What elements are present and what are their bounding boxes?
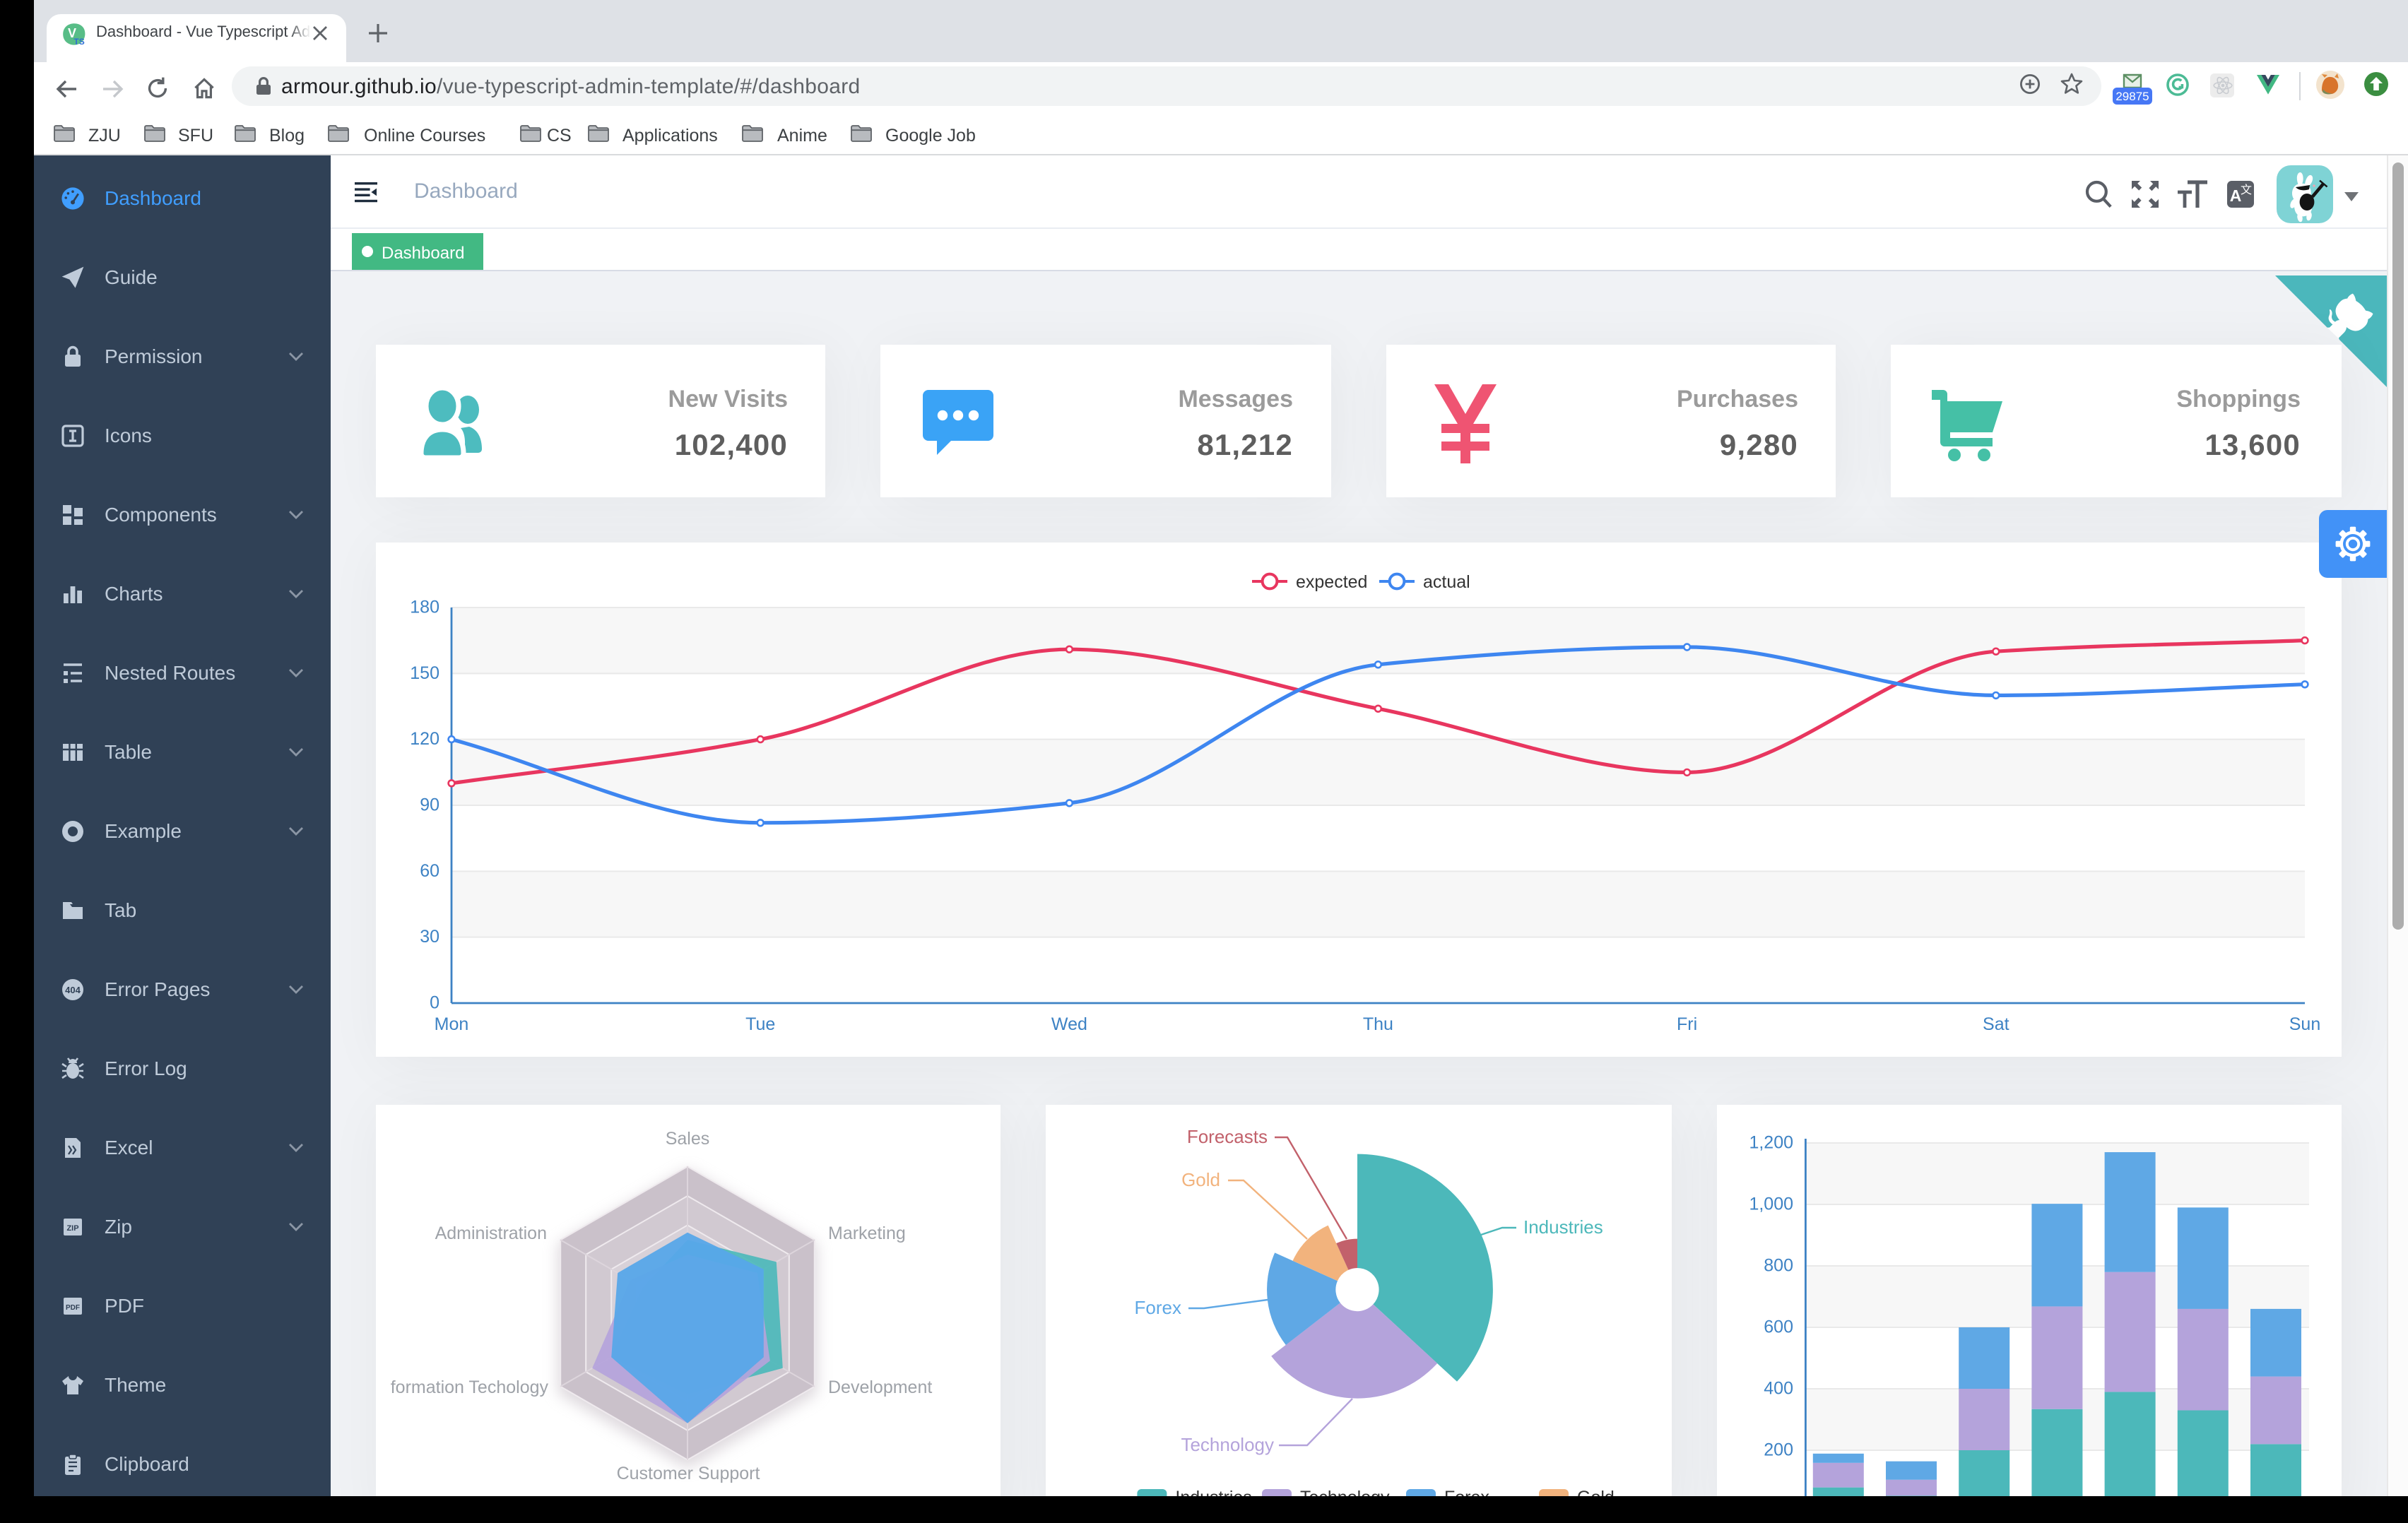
svg-text:Administration: Administration [435,1223,547,1243]
svg-text:1,000: 1,000 [1749,1195,1793,1214]
svg-text:30: 30 [420,927,439,947]
svg-text:Forex: Forex [1135,1297,1181,1318]
svg-text:0: 0 [430,993,439,1013]
svg-text:Thu: Thu [1363,1014,1393,1034]
svg-text:404: 404 [65,984,81,995]
svg-text:Development: Development [828,1377,932,1397]
svg-text:Fri: Fri [1677,1014,1697,1034]
svg-text:120: 120 [410,729,439,749]
svg-text:60: 60 [420,861,439,881]
svg-text:文: 文 [2241,184,2252,196]
svg-text:200: 200 [1764,1440,1793,1460]
svg-text:Wed: Wed [1051,1014,1087,1034]
svg-text:Sales: Sales [666,1129,710,1149]
svg-text:Customer Support: Customer Support [617,1464,760,1483]
svg-text:Forecasts: Forecasts [1187,1126,1268,1147]
svg-text:150: 150 [410,663,439,683]
svg-text:ZIP: ZIP [66,1223,78,1232]
svg-text:800: 800 [1764,1256,1793,1276]
svg-text:Mon: Mon [435,1014,469,1034]
svg-text:400: 400 [1764,1379,1793,1399]
svg-text:600: 600 [1764,1317,1793,1337]
svg-text:formation Techology: formation Techology [391,1377,549,1397]
svg-text:Sun: Sun [2289,1014,2320,1034]
svg-text:Industries: Industries [1523,1216,1603,1238]
svg-text:actual: actual [1423,572,1470,592]
svg-text:180: 180 [410,598,439,617]
svg-text:A: A [2230,186,2242,205]
svg-text:expected: expected [1296,572,1367,592]
svg-text:Technology: Technology [1181,1434,1274,1455]
svg-text:Gold: Gold [1181,1169,1220,1190]
svg-text:Sat: Sat [1983,1014,2009,1034]
svg-text:1,200: 1,200 [1749,1133,1793,1153]
svg-text:Marketing: Marketing [828,1223,906,1243]
svg-text:V: V [68,26,76,40]
svg-text:90: 90 [420,795,439,815]
svg-text:PDF: PDF [66,1303,80,1311]
svg-text:Tue: Tue [745,1014,775,1034]
svg-text:TS: TS [73,37,84,47]
